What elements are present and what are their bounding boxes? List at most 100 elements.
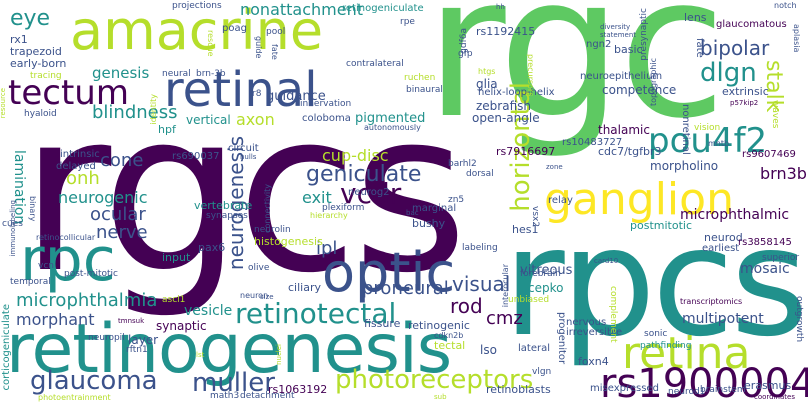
word-tracing: tracing — [30, 71, 62, 81]
word-brn-3b: brn-3b — [196, 69, 226, 79]
word-marginal: marginal — [412, 203, 457, 214]
word-lateral: lateral — [518, 343, 550, 354]
word-fate-small: fate — [270, 44, 279, 60]
word-fissure: fissure — [364, 317, 401, 330]
word-retinogenic: retinogenic — [408, 319, 470, 332]
word-gfp: gfp — [458, 49, 473, 59]
word-neural: neural — [162, 69, 191, 79]
word-extrinsic: extrinsic — [722, 85, 769, 98]
word-stalk: stalk — [761, 60, 786, 113]
word-histogenesis: histogenesis — [254, 235, 323, 248]
word-waves: waves — [770, 100, 780, 129]
word-cues: cues — [2, 219, 23, 229]
word-trapezoid: trapezoid — [10, 45, 62, 58]
word-helix-loop-helix: helix-loop-helix — [478, 87, 555, 98]
word-vcn: vcn — [38, 261, 54, 271]
word-vlgn: vlgn — [532, 367, 552, 377]
word-r8: r8 — [252, 89, 262, 99]
word-post-mitotic: post-mitotic — [64, 269, 118, 279]
word-microphthalmia: microphthalmia — [16, 290, 158, 311]
word-precursors: precursors — [526, 54, 535, 97]
word-rpcs: rpcs — [503, 196, 808, 370]
word-retinoblasts: retinoblasts — [486, 383, 551, 396]
word-neurod: neurod — [704, 231, 743, 244]
word-pigmented: pigmented — [355, 111, 426, 126]
word-binary: binary — [28, 196, 37, 222]
word-cepko: cepko — [528, 281, 564, 295]
word-optic: optic — [322, 241, 456, 304]
word-photoreceptors: photoreceptors — [335, 365, 534, 395]
word-rgc: rgc — [425, 0, 726, 162]
word-dorsal: dorsal — [466, 169, 494, 179]
word-ipl: ipl — [316, 238, 338, 259]
word-vitreous: vitreous — [520, 263, 573, 278]
word-intrinsic: intrinsic — [60, 149, 100, 160]
word-math3: math3 — [210, 391, 240, 401]
word-pax6: pax6 — [198, 241, 226, 254]
word-superior: superior — [762, 253, 800, 263]
word-guidance: guidance — [266, 89, 326, 104]
word-connectivity: connectivity — [263, 184, 272, 233]
word-rpc: rpc — [20, 225, 116, 295]
word-thalamic: thalamic — [598, 123, 650, 137]
word-photoentrainment: photoentrainment — [38, 393, 111, 402]
word-bac: bac — [406, 209, 419, 217]
word-amacrine: amacrine — [70, 0, 324, 62]
word-nuclei: nuclei — [275, 344, 283, 365]
word-morphant: morphant — [16, 310, 95, 329]
word-tectum: tectum — [8, 73, 129, 113]
word-rs10483727: rs10483727 — [562, 137, 623, 148]
word-brn3b: brn3b — [760, 164, 807, 183]
word-hes1: hes1 — [512, 223, 539, 236]
word-hh: hh — [496, 3, 505, 11]
word-retinogeniculate: retinogeniculate — [342, 3, 424, 14]
word-rod: rod — [450, 294, 483, 318]
word-mntb: mntb — [708, 139, 730, 148]
word-rs690037: rs690037 — [172, 151, 220, 162]
word-notch: notch — [774, 1, 797, 10]
word-vision: vision — [694, 123, 721, 133]
word-proneural: proneural — [362, 278, 449, 299]
word-delayed: delayed — [56, 161, 96, 172]
word-cdc7-tgfbr3: cdc7/tgfbr3 — [598, 145, 662, 158]
word-lamination: lamination — [11, 150, 27, 225]
word-cmz: cmz — [486, 308, 523, 329]
word-rpe: rpe — [400, 17, 415, 27]
word-retinogenesis: retinogenesis — [6, 310, 452, 389]
word-tectal: tectal — [434, 339, 466, 352]
word-lst: lst — [196, 351, 205, 359]
word-layer: layer — [128, 333, 159, 347]
word-nervous: nervous — [566, 317, 607, 328]
word-cone: cone — [100, 150, 144, 171]
word-tmnsuk: tmnsuk — [118, 317, 145, 325]
word-rescue: rescue — [206, 30, 215, 57]
word-olive: olive — [248, 263, 270, 273]
word-hpf: hpf — [158, 123, 176, 136]
word-rs9607469: rs9607469 — [742, 149, 796, 160]
word-card10: card10 — [594, 257, 619, 265]
word-circuit: circuit — [228, 143, 259, 154]
word-binaural: binaural — [406, 85, 443, 95]
word-dlgn: dlgn — [700, 58, 757, 88]
word-zn5: zn5 — [448, 195, 465, 205]
word-genesis: genesis — [92, 64, 150, 82]
word-mosaic: mosaic — [740, 261, 790, 277]
word-input: input — [162, 251, 191, 264]
word-interocular: interocular — [501, 264, 510, 308]
word-geniculate: geniculate — [306, 162, 422, 187]
word-cdkn2b: cdkn2b — [434, 331, 464, 340]
word-early-born: early-born — [10, 57, 67, 70]
word-neuron: neuron — [240, 291, 269, 300]
word-fate: fate — [694, 38, 705, 58]
word-identity: identity — [149, 94, 158, 125]
word-vertical: vertical — [186, 113, 231, 127]
word-erasmus: erasmus — [744, 379, 792, 392]
word-coordinates: coordinates — [754, 393, 795, 401]
word-earliest: earliest — [702, 243, 740, 254]
word-ciliary: ciliary — [288, 281, 321, 294]
word-innervation: innervation — [300, 99, 352, 109]
word-glia: glia — [476, 77, 498, 91]
word-forebrain: forebrain — [520, 269, 561, 279]
word-sonic: sonic — [644, 329, 668, 339]
